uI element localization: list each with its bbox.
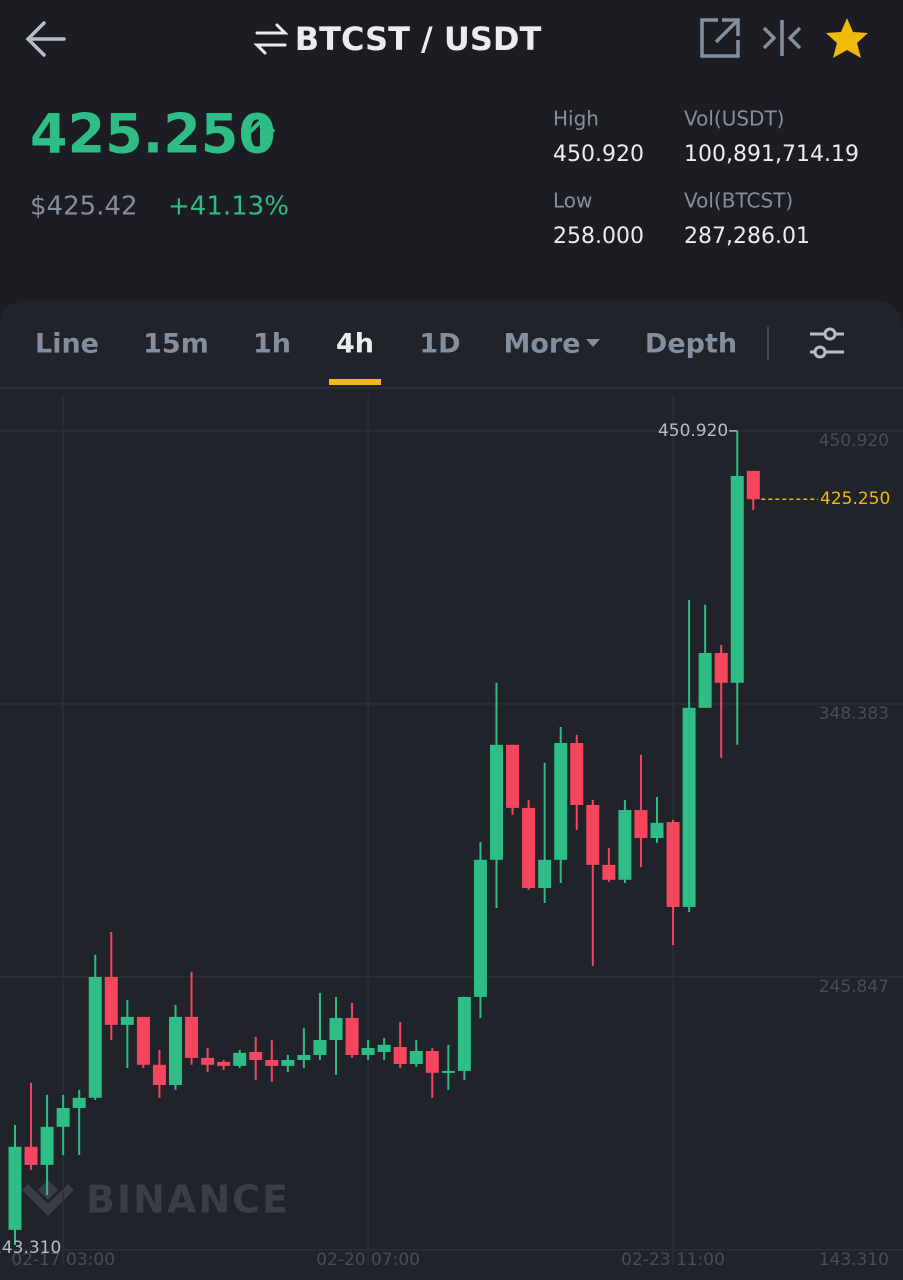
open-external[interactable]	[700, 18, 740, 58]
candle-body	[201, 1057, 215, 1065]
candle-body	[393, 1046, 407, 1065]
candle-body	[730, 475, 744, 683]
high-label: 450.920	[658, 421, 728, 441]
candle-body	[72, 1097, 86, 1108]
stat-value: 287,286.01	[684, 224, 810, 249]
candle-body	[650, 822, 664, 838]
stat-label: Low	[553, 189, 592, 213]
candle-body	[185, 1016, 199, 1058]
candle-body	[265, 1060, 279, 1066]
stat-label: Vol(BTCST)	[684, 189, 793, 213]
candle-body	[666, 822, 680, 907]
candle-body	[538, 859, 552, 889]
candle-body	[345, 1017, 359, 1055]
y-tick-label: 245.847	[819, 977, 889, 997]
stat-value: 258.000	[553, 224, 644, 249]
price-change: +41.13%	[168, 192, 289, 222]
up-arrow	[248, 117, 276, 152]
chart-panel	[0, 300, 903, 1280]
candle-body	[169, 1016, 182, 1086]
candle-body	[297, 1054, 311, 1061]
candle-body	[473, 859, 487, 997]
candle-body	[554, 742, 568, 860]
candle-body	[120, 1016, 134, 1025]
x-tick-label: 02-20 07:00	[316, 1250, 420, 1270]
back-button[interactable]	[25, 21, 66, 57]
swap-icon[interactable]	[253, 23, 289, 55]
last-price: 425.250	[30, 103, 276, 166]
y-tick-label: 450.920	[819, 431, 889, 451]
candle-body	[522, 807, 536, 889]
tab[interactable]: 1h	[253, 329, 291, 360]
stat-label: Vol(USDT)	[684, 107, 784, 131]
candle-body	[409, 1050, 423, 1065]
candle-body	[586, 804, 600, 865]
stat-value: 450.920	[553, 142, 644, 167]
y-tick-label: 348.383	[819, 704, 889, 724]
stat-value: 100,891,714.19	[684, 142, 859, 167]
candle-body	[570, 742, 584, 805]
y-tick-label: 143.310	[819, 1250, 889, 1270]
candle-body	[313, 1040, 327, 1055]
tab[interactable]: More	[503, 329, 580, 360]
candle-body	[281, 1060, 295, 1066]
candle-body	[457, 996, 471, 1071]
candle-body	[233, 1052, 247, 1066]
candle-body	[377, 1044, 391, 1053]
pair-title: BTCST / USDT	[295, 20, 542, 58]
x-tick-label: 02-23 11:00	[621, 1250, 725, 1270]
candle-body	[24, 1146, 38, 1165]
candle-body	[249, 1052, 263, 1061]
tab[interactable]: 4h	[336, 329, 374, 360]
candle-body	[88, 976, 102, 1098]
candle-body	[634, 810, 648, 838]
candle-body	[714, 652, 728, 683]
favorite-star[interactable]	[826, 18, 868, 58]
tab[interactable]: Depth	[645, 329, 737, 360]
stat-label: High	[553, 107, 599, 131]
candle-body	[441, 1070, 455, 1073]
usd-price: $425.42	[30, 192, 138, 222]
candle-body	[217, 1061, 231, 1066]
candle-body	[152, 1064, 166, 1086]
candle-body	[425, 1050, 439, 1073]
candle-body	[698, 652, 712, 708]
compare-icon[interactable]	[762, 20, 802, 56]
watermark: BINANCE	[86, 1178, 290, 1222]
low-label: 143.310	[0, 1238, 61, 1258]
candle-body	[104, 976, 118, 1025]
candle-body	[40, 1126, 54, 1165]
x-tick-label: 02-17 03:00	[11, 1250, 115, 1270]
tab[interactable]: 15m	[143, 329, 209, 360]
candle-body	[8, 1146, 22, 1230]
candle-body	[361, 1048, 375, 1055]
tab[interactable]: Line	[35, 329, 99, 360]
candle-body	[56, 1107, 70, 1127]
candle-body	[682, 707, 696, 907]
candle-body	[746, 470, 760, 500]
candle-body	[490, 744, 503, 860]
tab[interactable]: 1D	[419, 329, 460, 360]
chart-settings[interactable]	[810, 327, 844, 359]
dropdown-caret	[586, 339, 600, 347]
candle-body	[618, 810, 632, 880]
candle-body	[506, 744, 520, 808]
candle-body	[329, 1017, 343, 1041]
candle-body	[602, 864, 616, 880]
candle-body	[136, 1016, 150, 1065]
last-price-label: 425.250	[820, 489, 890, 509]
active-tab-indicator	[329, 379, 381, 385]
